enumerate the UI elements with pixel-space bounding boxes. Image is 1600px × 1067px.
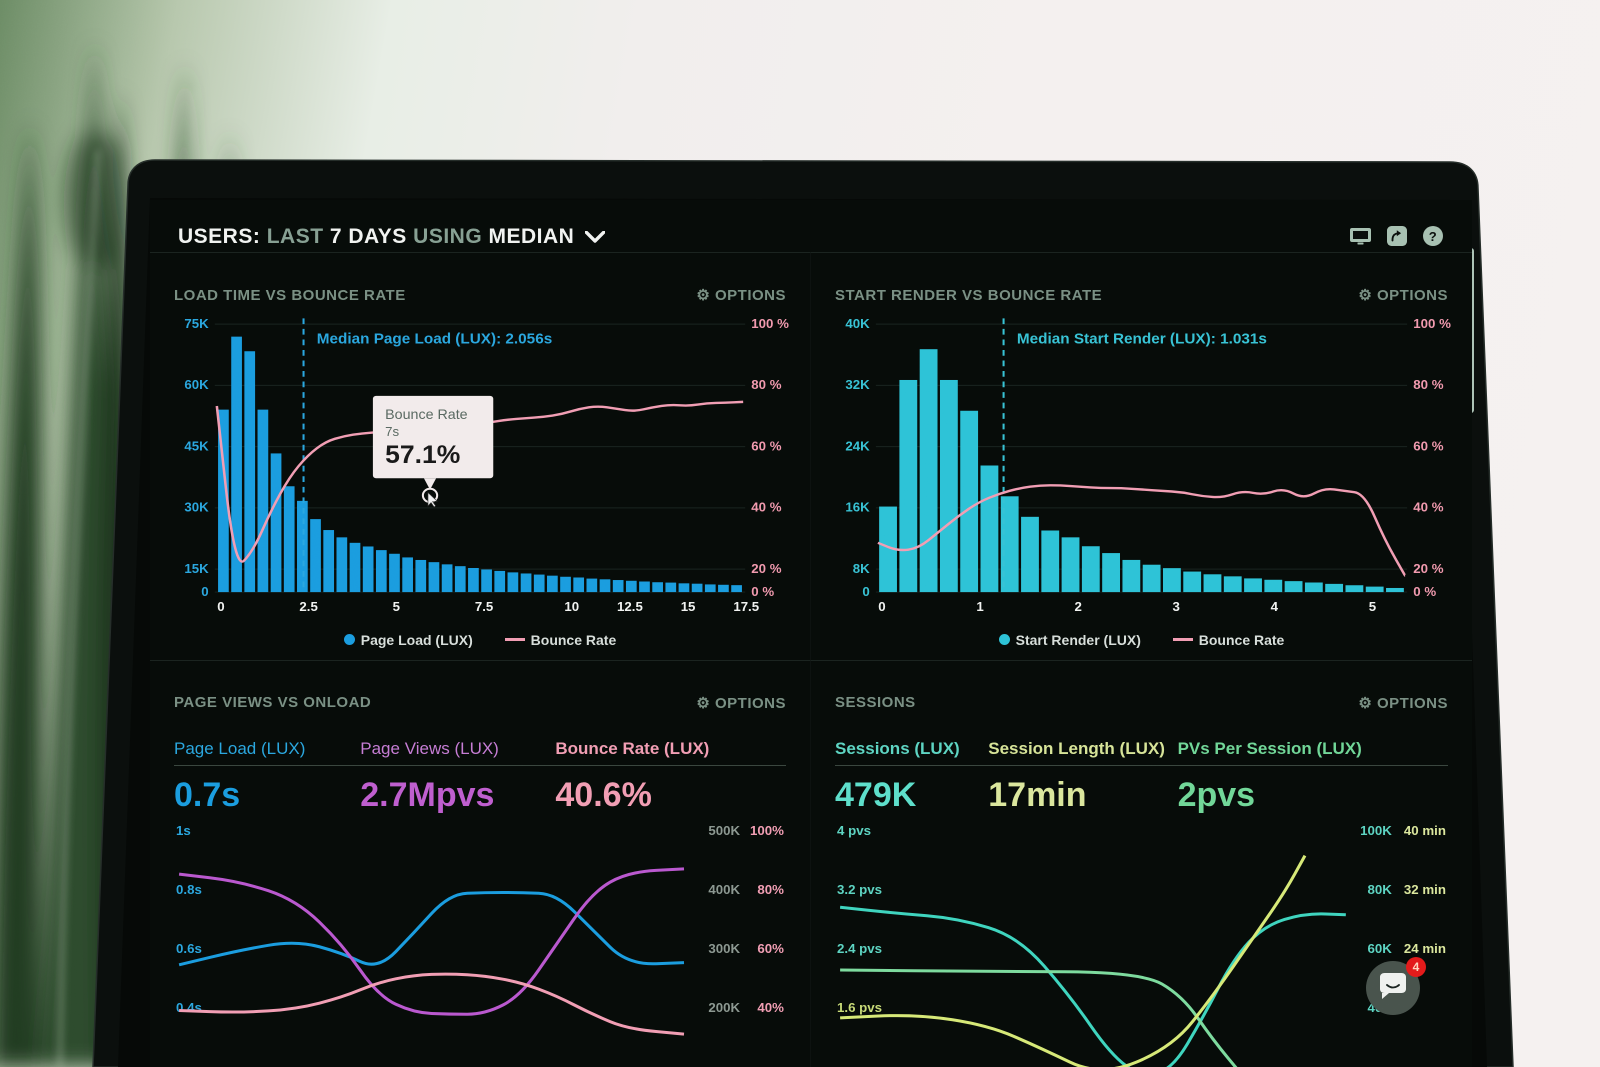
svg-text:0 %: 0 % xyxy=(751,584,774,599)
svg-text:17.5: 17.5 xyxy=(733,600,759,615)
svg-text:3: 3 xyxy=(1173,600,1180,615)
svg-text:60%: 60% xyxy=(757,941,784,956)
svg-text:0: 0 xyxy=(878,600,885,615)
svg-text:1: 1 xyxy=(976,600,983,615)
svg-text:Median Page Load (LUX): 2.056s: Median Page Load (LUX): 2.056s xyxy=(317,332,552,347)
svg-text:5: 5 xyxy=(1369,600,1376,615)
svg-text:7s: 7s xyxy=(385,424,399,439)
svg-text:100%: 100% xyxy=(750,823,784,838)
svg-text:1.6 pvs: 1.6 pvs xyxy=(837,1000,882,1015)
svg-text:40 %: 40 % xyxy=(1413,500,1444,515)
svg-text:2.4 pvs: 2.4 pvs xyxy=(837,941,882,956)
svg-text:16K: 16K xyxy=(845,500,870,515)
svg-text:40 min: 40 min xyxy=(1404,823,1446,838)
svg-text:8K: 8K xyxy=(853,561,871,576)
svg-text:45K: 45K xyxy=(184,439,209,454)
svg-text:100 %: 100 % xyxy=(751,316,789,331)
svg-text:0.6s: 0.6s xyxy=(176,941,202,956)
svg-text:0 %: 0 % xyxy=(1413,584,1436,599)
svg-text:12.5: 12.5 xyxy=(617,600,643,615)
svg-text:500K: 500K xyxy=(708,823,740,838)
svg-text:32K: 32K xyxy=(845,378,870,393)
svg-text:60K: 60K xyxy=(184,378,209,393)
svg-text:60 %: 60 % xyxy=(1413,439,1444,454)
svg-text:400K: 400K xyxy=(708,882,740,897)
svg-text:60K: 60K xyxy=(1367,941,1392,956)
svg-text:2.5: 2.5 xyxy=(299,600,317,615)
svg-text:40%: 40% xyxy=(757,1000,784,1015)
svg-text:0.4s: 0.4s xyxy=(176,1000,202,1015)
svg-text:40 %: 40 % xyxy=(751,500,782,515)
svg-text:0: 0 xyxy=(217,600,224,615)
svg-text:?: ? xyxy=(1429,229,1437,244)
svg-text:80%: 80% xyxy=(757,882,784,897)
svg-text:4: 4 xyxy=(1271,600,1279,615)
svg-text:32 min: 32 min xyxy=(1404,882,1446,897)
svg-text:0: 0 xyxy=(862,584,869,599)
svg-text:3.2 pvs: 3.2 pvs xyxy=(837,882,882,897)
svg-text:7.5: 7.5 xyxy=(475,600,493,615)
svg-text:10: 10 xyxy=(564,600,579,615)
svg-text:80 %: 80 % xyxy=(1413,378,1444,393)
svg-text:5: 5 xyxy=(393,600,400,615)
svg-text:80K: 80K xyxy=(1367,882,1392,897)
svg-text:80 %: 80 % xyxy=(751,378,782,393)
svg-text:30K: 30K xyxy=(184,500,209,515)
svg-text:24 min: 24 min xyxy=(1404,941,1446,956)
svg-text:200K: 200K xyxy=(708,1000,740,1015)
svg-text:15K: 15K xyxy=(184,561,209,576)
svg-text:15: 15 xyxy=(681,600,696,615)
svg-text:57.1%: 57.1% xyxy=(385,442,460,469)
svg-text:0.8s: 0.8s xyxy=(176,882,202,897)
svg-text:20 %: 20 % xyxy=(1413,561,1444,576)
svg-text:40K: 40K xyxy=(845,316,870,331)
svg-text:20 %: 20 % xyxy=(751,561,782,576)
svg-text:60 %: 60 % xyxy=(751,439,782,454)
svg-text:300K: 300K xyxy=(708,941,740,956)
svg-text:2: 2 xyxy=(1074,600,1081,615)
svg-text:1s: 1s xyxy=(176,823,191,838)
svg-text:24K: 24K xyxy=(845,439,870,454)
svg-text:Median Start Render (LUX): 1.0: Median Start Render (LUX): 1.031s xyxy=(1017,332,1267,347)
svg-text:100K: 100K xyxy=(1360,823,1392,838)
svg-text:0: 0 xyxy=(201,584,208,599)
svg-text:100 %: 100 % xyxy=(1413,316,1451,331)
svg-text:75K: 75K xyxy=(184,316,209,331)
svg-text:4 pvs: 4 pvs xyxy=(837,823,871,838)
svg-text:Bounce Rate: Bounce Rate xyxy=(385,406,468,421)
